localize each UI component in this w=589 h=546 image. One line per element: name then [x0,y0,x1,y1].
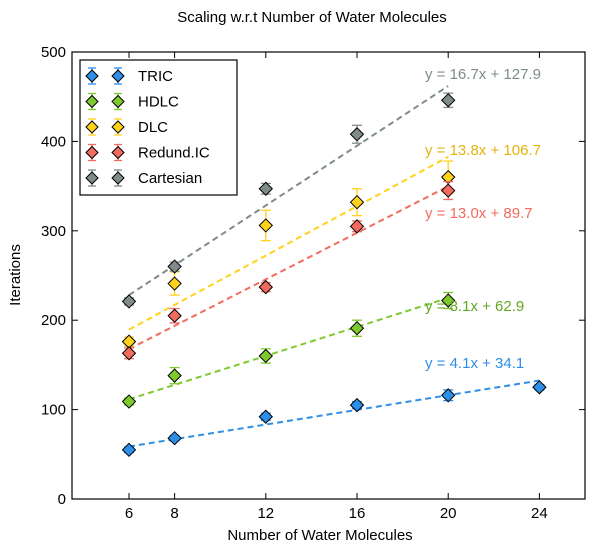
data-point-redundic [349,219,365,234]
y-tick-label: 200 [41,312,66,329]
data-point-cartesian [440,93,456,108]
data-point-tric [440,388,456,403]
legend-marker [111,145,125,160]
legend-label: Redund.IC [138,145,210,162]
x-tick-label: 12 [257,505,274,522]
x-tick-label: 16 [349,505,366,522]
data-point-hdlc [167,368,182,383]
legend-marker [85,69,99,83]
y-tick-label: 300 [41,223,66,240]
legend-marker [85,120,99,134]
data-point-tric [349,397,365,413]
fit-line-hdlc [128,296,449,401]
data-point-tric [258,409,274,424]
legend-label: DLC [138,119,168,136]
data-point-hdlc [440,293,456,308]
fit-line-cartesian [128,85,449,296]
legend-marker [85,94,99,109]
axes-frame [71,51,586,500]
data-point-hdlc [349,321,365,336]
y-tick-label: 0 [58,491,66,508]
data-point-tric [532,380,547,395]
data-point-cartesian [167,259,182,274]
legend-marker [111,171,125,185]
data-point-redundic [440,183,456,198]
legend-marker [111,69,125,83]
fit-equation-label: y = 13.8x + 106.7 [425,142,541,159]
data-point-dlc [167,276,182,291]
fit-equation-label: y = 8.1x + 62.9 [425,298,524,315]
data-point-redundic [167,308,182,323]
legend-label: Cartesian [138,170,202,187]
legend-marker [85,171,99,185]
data-point-dlc [349,194,365,210]
x-tick-label: 24 [531,505,548,522]
legend-label: TRIC [138,68,173,85]
data-point-hdlc [121,394,137,409]
legend-marker [111,120,125,134]
fit-line-tric [128,379,540,448]
chart-title: Scaling w.r.t Number of Water Molecules [177,9,447,26]
data-point-tric [121,442,137,458]
fit-equation-label: y = 16.7x + 127.9 [425,66,541,83]
plot-area: 6 8 12 16 20 24 0 100 200 300 400 500 y = 4.1x + 34.… [41,44,586,522]
legend-label: HDLC [138,94,179,111]
x-tick-label: 8 [170,505,178,522]
y-axis-label: Iterations [7,244,24,306]
y-tick-label: 400 [41,133,66,150]
data-point-redundic [258,279,274,295]
data-point-redundic [121,346,137,361]
data-point-hdlc [258,348,274,364]
x-tick-label: 20 [440,505,457,522]
data-point-tric [167,431,182,446]
fit-line-dlc [128,155,449,331]
data-point-cartesian [258,181,274,196]
data-point-cartesian [349,127,365,142]
legend-marker [111,94,125,109]
y-tick-label: 500 [41,44,66,61]
y-tick-label: 100 [41,402,66,419]
fit-equation-label: y = 13.0x + 89.7 [425,205,533,222]
data-point-dlc [258,218,274,233]
x-tick-label: 6 [125,505,133,522]
fit-equation-label: y = 4.1x + 34.1 [425,355,524,372]
x-axis-label: Number of Water Molecules [227,527,412,544]
legend-marker [85,145,99,160]
data-point-cartesian [121,294,137,309]
legend-box [79,59,238,196]
